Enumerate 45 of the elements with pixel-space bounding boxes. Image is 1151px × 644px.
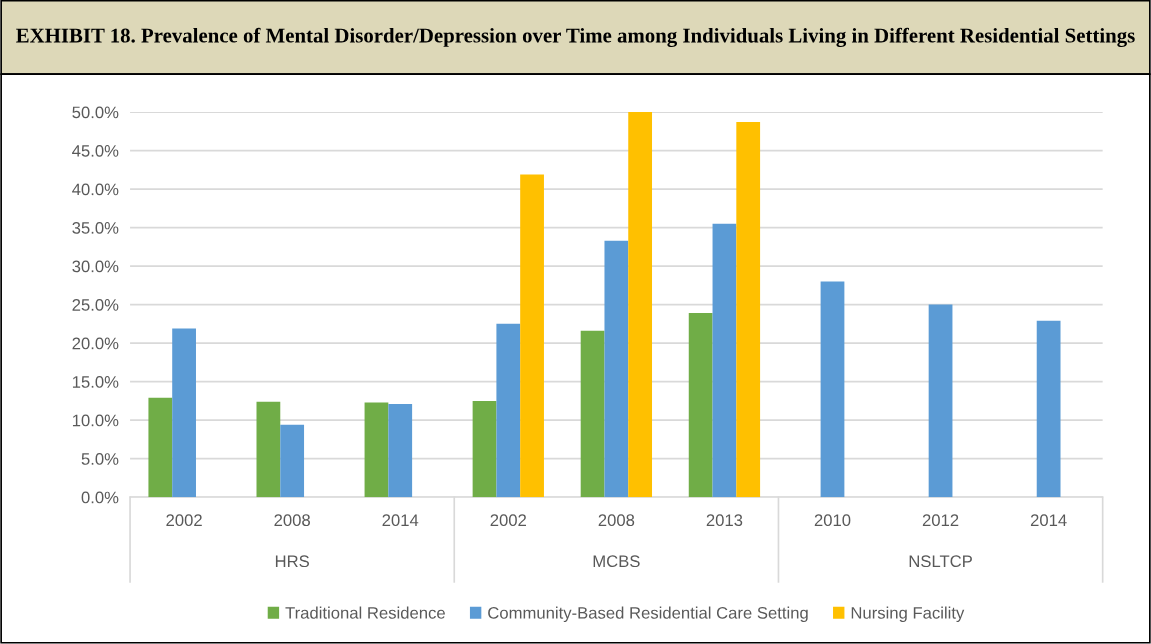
bar <box>604 240 629 498</box>
bar <box>736 122 761 498</box>
bar <box>364 402 389 498</box>
x-tick-label: 2014 <box>382 514 419 527</box>
bar <box>580 330 605 498</box>
bar <box>388 403 413 498</box>
y-tick-label: 45.0% <box>72 144 119 157</box>
bar <box>928 304 953 498</box>
y-tick-label: 20.0% <box>72 337 119 350</box>
x-tick-label: 2010 <box>814 514 851 527</box>
bar <box>820 281 845 498</box>
bar <box>172 328 196 498</box>
y-tick-label: 10.0% <box>72 414 119 427</box>
y-tick-label: 50.0% <box>72 106 119 119</box>
legend-label: Nursing Facility <box>851 606 965 623</box>
bar <box>280 424 305 498</box>
legend-label: Traditional Residence <box>285 606 445 619</box>
y-tick-label: 5.0% <box>81 453 119 465</box>
x-tick-label: 2012 <box>922 514 959 527</box>
bar <box>1036 320 1061 498</box>
x-tick-label: 2002 <box>490 514 526 527</box>
x-tick-label: 2013 <box>706 514 743 527</box>
y-tick-label: 25.0% <box>72 299 119 311</box>
bar <box>688 313 713 498</box>
bar <box>520 174 544 498</box>
legend-label: Community-Based Residential Care Setting <box>488 606 808 623</box>
x-tick-label: 2008 <box>598 514 635 527</box>
text: MCBS <box>593 555 640 568</box>
y-tick-label: 0.0% <box>81 491 119 504</box>
bar <box>148 397 173 498</box>
bar <box>496 323 521 498</box>
bar <box>472 400 497 498</box>
x-tick-label: 2002 <box>166 514 202 527</box>
text: HRS <box>275 555 309 568</box>
x-tick-label: 2014 <box>1030 514 1067 527</box>
y-tick-label: 35.0% <box>72 221 119 234</box>
y-tick-label: 15.0% <box>72 376 119 388</box>
bar <box>628 112 653 498</box>
text: NSLTCP <box>909 555 972 568</box>
bar <box>712 223 737 498</box>
y-tick-label: 30.0% <box>72 260 119 273</box>
chart-title: EXHIBIT 18. Prevalence of Mental Disorder/Depression over Time among Individuals Living in Different Residential Settings <box>16 27 1135 47</box>
bar <box>256 401 281 498</box>
x-tick-label: 2008 <box>274 514 310 527</box>
y-tick-label: 40.0% <box>72 183 119 196</box>
